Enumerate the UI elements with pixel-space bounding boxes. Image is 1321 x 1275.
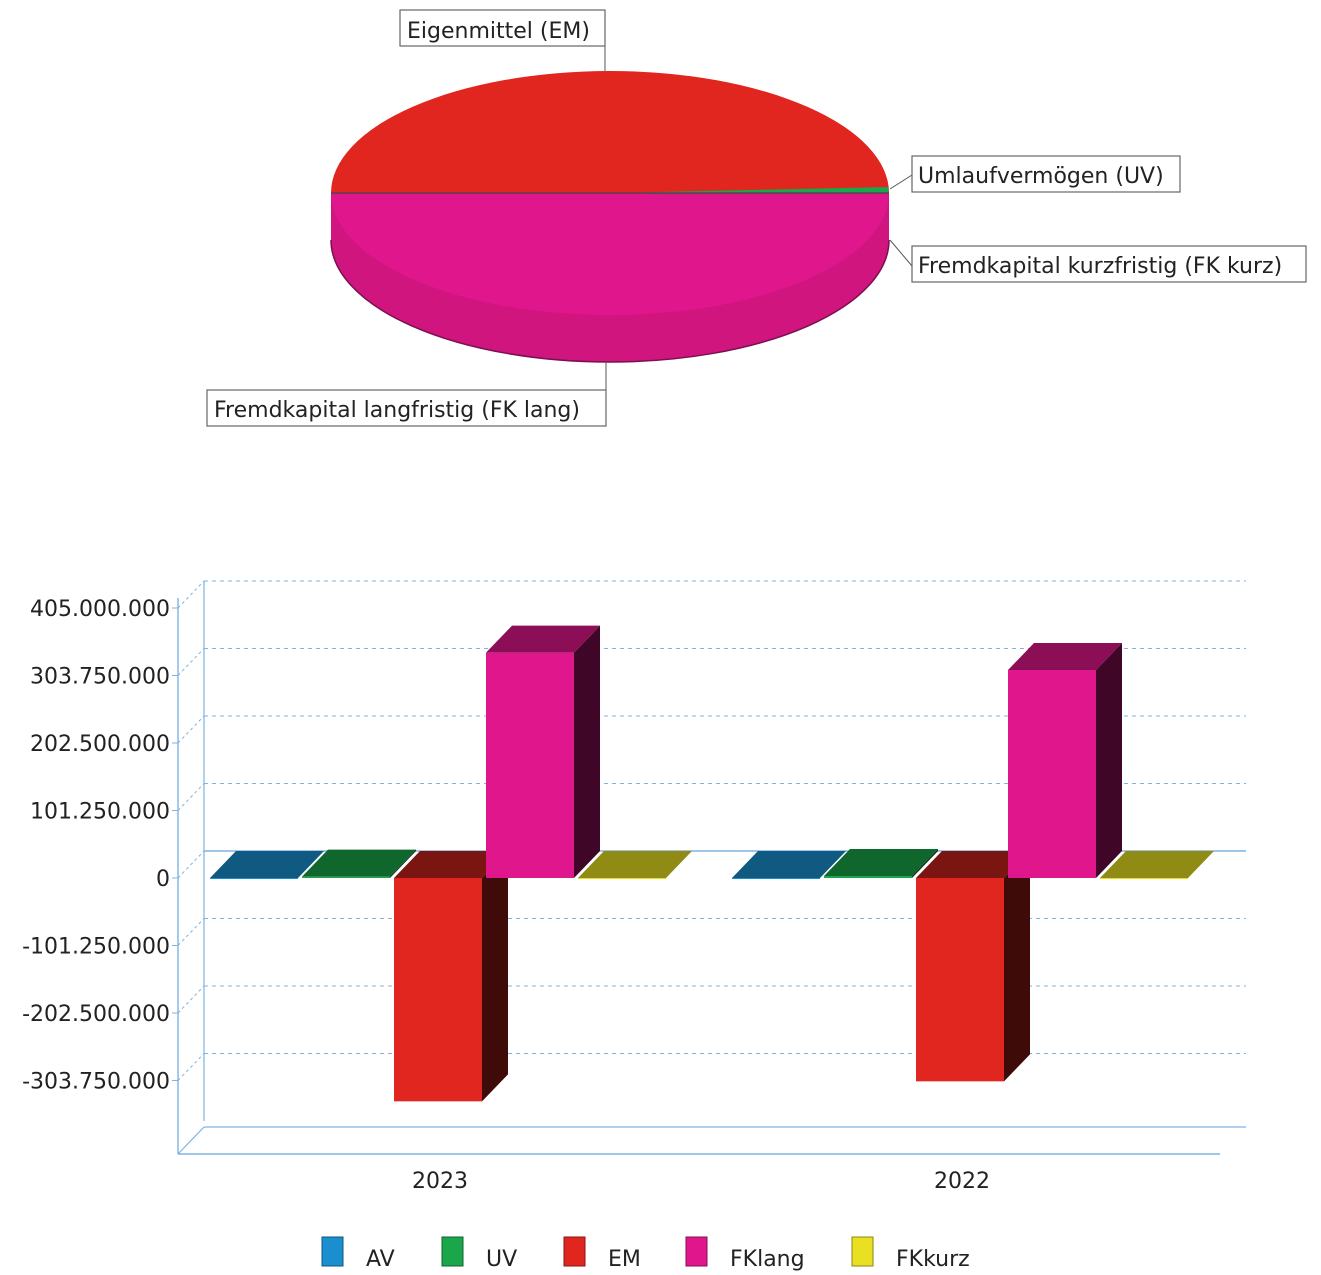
legend-label: AV (366, 1247, 395, 1272)
bar-front (732, 878, 820, 879)
bar-front (1100, 878, 1188, 879)
legend-item-fkkurz: FKkurz (851, 1236, 970, 1272)
bar-side (574, 625, 600, 878)
label-box-uv (911, 155, 1181, 193)
y-axis: 405.000.000 303.750.000 202.500.000 101.250… (22, 581, 205, 1154)
legend: AV UV EM FKlang FKkurz (321, 1236, 970, 1272)
grid-diag (177, 850, 205, 879)
bar-side (482, 851, 508, 1102)
y-tick-label: -202.500.000 (22, 1002, 170, 1027)
y-tick-label: -101.250.000 (22, 935, 170, 960)
bar-front (916, 878, 1004, 1082)
y-tick-label: 0 (156, 867, 170, 892)
bar-top (302, 849, 416, 877)
bar-front (578, 878, 666, 879)
bar-fklang-2023 (486, 625, 600, 878)
y-tick-label: 405.000.000 (30, 597, 170, 622)
bar-uv-2023 (302, 849, 416, 878)
grid-diag (177, 580, 205, 609)
legend-item-uv: UV (441, 1236, 517, 1272)
legend-item-em: EM (563, 1236, 641, 1272)
bar-em-2022 (916, 851, 1030, 1082)
legend-swatch (851, 1236, 874, 1267)
grid-diag (177, 985, 205, 1014)
pie-label-uv: Umlaufvermögen (UV) (918, 164, 1164, 189)
bar-em-2023 (394, 851, 508, 1102)
grid-diag (177, 918, 205, 946)
legend-swatch (685, 1236, 708, 1267)
pie-slice-uv (610, 187, 889, 193)
bar-top (578, 851, 692, 878)
legend-label: FKlang (730, 1247, 805, 1272)
bar-side (390, 849, 416, 878)
bar-top (732, 851, 846, 878)
bar-side (912, 849, 938, 878)
grid-diag (177, 1053, 205, 1081)
legend-item-fklang: FKlang (685, 1236, 805, 1272)
x-tick-label: 2022 (934, 1169, 990, 1194)
legend-label: UV (486, 1247, 517, 1272)
bar-front (486, 652, 574, 878)
y-tick-label: 303.750.000 (30, 665, 170, 690)
bar-av-2023 (210, 851, 324, 879)
legend-swatch (321, 1236, 344, 1267)
x-tick-label: 2023 (412, 1169, 468, 1194)
pie-slice-fk-lang (331, 193, 889, 315)
bar-fklang-2022 (1008, 643, 1122, 878)
x-axis: 2023 2022 (177, 1126, 1246, 1194)
bar-side (1096, 643, 1122, 878)
grid-diag (177, 783, 205, 811)
bar-fkkurz-2022 (1100, 851, 1214, 879)
legend-label: EM (608, 1247, 641, 1272)
bar-front (824, 876, 912, 878)
bar-top (824, 849, 938, 876)
pie-slice-em (331, 71, 889, 193)
bar-fkkurz-2023 (578, 851, 692, 879)
grid-diag (177, 648, 205, 676)
legend-label: FKkurz (896, 1247, 970, 1272)
y-tick-label: -303.750.000 (22, 1070, 170, 1095)
floor-diag (177, 1126, 205, 1155)
pie-chart: Eigenmittel (EM) Umlaufvermögen (UV) Fre… (206, 9, 1307, 427)
bars (210, 625, 1214, 1102)
bar-top (1008, 643, 1122, 670)
grid-diag (177, 715, 205, 744)
y-tick-label: 202.500.000 (30, 732, 170, 757)
bar-front (1008, 670, 1096, 878)
bar-uv-2022 (824, 849, 938, 878)
legend-item-av: AV (321, 1236, 395, 1272)
bar-side (1004, 851, 1030, 1082)
bar-front (394, 878, 482, 1102)
bar-top (1100, 851, 1214, 878)
label-box-fk-kurz (911, 245, 1307, 283)
bar-front (302, 876, 390, 878)
label-box-fk-lang (206, 389, 607, 427)
pie-outline (330, 239, 890, 363)
pie-label-em: Eigenmittel (EM) (407, 19, 590, 44)
bar-top (394, 851, 508, 878)
legend-swatch (563, 1236, 586, 1267)
bar-top (210, 851, 324, 878)
bar-top (486, 625, 600, 653)
y-tick-label: 101.250.000 (30, 800, 170, 825)
bar-av-2022 (732, 851, 846, 879)
pie-label-fk-lang: Fremdkapital langfristig (FK lang) (214, 398, 580, 423)
bar-top (916, 851, 1030, 878)
pie-label-fk-kurz: Fremdkapital kurzfristig (FK kurz) (918, 254, 1282, 279)
legend-swatch (441, 1236, 464, 1267)
bar-front (210, 878, 298, 879)
label-box-em (399, 9, 606, 47)
